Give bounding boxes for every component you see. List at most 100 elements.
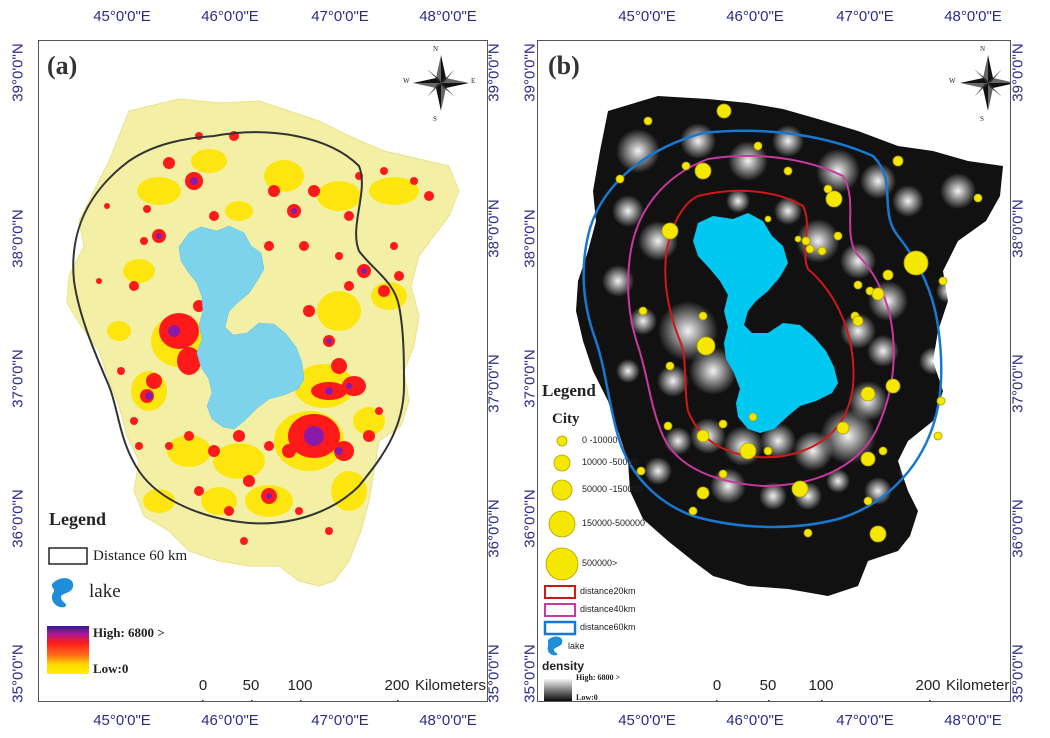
right-tick-a-1: 38°0'0"N xyxy=(485,199,503,258)
left-tick-a-4: 35°0'0"N xyxy=(9,644,27,703)
city-class-5-label: 500000> xyxy=(582,558,618,568)
density-ramp-a xyxy=(47,626,89,674)
density-ramp-b xyxy=(544,679,572,701)
distance60-swatch xyxy=(543,620,577,636)
map-panel-b: (b) N S E W Legend City 0 -10000 10000 -… xyxy=(521,0,1045,738)
top-tick-b-3: 48°0'0"E xyxy=(944,8,1002,25)
lake-swatch-icon xyxy=(51,578,74,608)
top-tick-a-3: 48°0'0"E xyxy=(419,8,477,25)
map-panel-a: (a) N S E W Legend Distance 60 km lake H… xyxy=(0,0,520,738)
city-class-3-symbol xyxy=(551,479,573,501)
bottom-tick-b-1: 46°0'0"E xyxy=(726,712,784,729)
lake-swatch-icon-b xyxy=(547,636,563,656)
compass-n-label: N xyxy=(433,45,439,53)
top-tick-b-1: 46°0'0"E xyxy=(726,8,784,25)
right-tick-a-0: 39°0'0"N xyxy=(485,43,503,102)
scale-tick-0: 0 xyxy=(198,677,208,694)
distance40-swatch xyxy=(544,603,576,617)
top-tick-a-0: 45°0'0"E xyxy=(93,8,151,25)
bottom-tick-a-3: 48°0'0"E xyxy=(419,712,477,729)
legend-low-label: Low:0 xyxy=(93,661,129,676)
scale-unit-b: Kilometers xyxy=(946,677,1011,694)
compass-e-label: E xyxy=(471,77,476,85)
legend-city-title: City xyxy=(552,411,580,427)
density-high-label: High: 6800 > xyxy=(576,673,621,682)
left-tick-a-3: 36°0'0"N xyxy=(9,489,27,548)
compass-s-label: S xyxy=(433,115,437,123)
city-class-2-symbol xyxy=(553,454,571,472)
compass-w-label-b: W xyxy=(949,77,956,85)
right-tick-b-1: 38°0'0"N xyxy=(1009,199,1027,258)
right-tick-a-4: 35°0'0"N xyxy=(485,644,503,703)
left-tick-a-2: 37°0'0"N xyxy=(9,349,27,408)
bottom-tick-b-0: 45°0'0"E xyxy=(618,712,676,729)
legend-title-b: Legend xyxy=(542,381,596,400)
scale-tick-200-b: 200 xyxy=(915,677,941,694)
scale-tick-100-b: 100 xyxy=(808,677,834,694)
city-class-1-symbol xyxy=(556,435,568,447)
panel-label-b: (b) xyxy=(548,51,580,80)
scale-tick-100: 100 xyxy=(287,677,313,694)
right-tick-a-3: 36°0'0"N xyxy=(485,499,503,558)
map-frame-a: (a) N S E W Legend Distance 60 km lake H… xyxy=(38,40,488,702)
bottom-tick-b-2: 47°0'0"E xyxy=(836,712,894,729)
density-low-label: Low:0 xyxy=(576,693,598,702)
city-class-1-label: 0 -10000 xyxy=(582,435,618,445)
left-tick-b-3: 36°0'0"N xyxy=(521,489,539,548)
scale-tick-50-b: 50 xyxy=(759,677,777,694)
legend-lake-label: lake xyxy=(89,581,121,602)
right-tick-b-2: 37°0'0"N xyxy=(1009,354,1027,413)
scale-tick-50: 50 xyxy=(242,677,260,694)
right-tick-a-2: 37°0'0"N xyxy=(485,354,503,413)
city-class-5-symbol xyxy=(545,547,579,581)
legend-distance-label: Distance 60 km xyxy=(93,548,188,564)
left-tick-a-0: 39°0'0"N xyxy=(9,43,27,102)
distance40-label: distance40km xyxy=(580,604,636,614)
lake-shape xyxy=(178,225,305,430)
top-tick-a-1: 46°0'0"E xyxy=(201,8,259,25)
city-class-4-label: 150000-500000 xyxy=(582,518,646,528)
density-map-b xyxy=(543,55,1010,701)
left-tick-b-0: 39°0'0"N xyxy=(521,43,539,102)
top-tick-a-2: 47°0'0"E xyxy=(311,8,369,25)
top-tick-b-0: 45°0'0"E xyxy=(618,8,676,25)
panel-label-a: (a) xyxy=(47,51,78,80)
lake-label-b: lake xyxy=(568,641,585,651)
scale-tick-0-b: 0 xyxy=(712,677,722,694)
city-class-2-label: 10000 -50000 xyxy=(582,457,638,467)
distance20-label: distance20km xyxy=(580,586,636,596)
left-tick-b-1: 38°0'0"N xyxy=(521,209,539,268)
bottom-tick-a-1: 46°0'0"E xyxy=(201,712,259,729)
right-tick-b-0: 39°0'0"N xyxy=(1009,43,1027,102)
distance-60km-ring-b xyxy=(582,129,943,529)
distance-swatch xyxy=(48,547,88,565)
scale-unit-a: Kilometers xyxy=(415,677,486,694)
bottom-tick-b-3: 48°0'0"E xyxy=(944,712,1002,729)
legend-high-label: High: 6800 > xyxy=(93,625,165,640)
scale-tick-200: 200 xyxy=(384,677,410,694)
distance-60km-ring xyxy=(72,131,406,525)
compass-w-label: W xyxy=(403,77,410,85)
distance60-label: distance60km xyxy=(580,622,636,632)
distance-20km-ring xyxy=(664,189,855,459)
top-tick-b-2: 47°0'0"E xyxy=(836,8,894,25)
right-tick-b-4: 35°0'0"N xyxy=(1009,644,1027,703)
map-frame-b: (b) N S E W Legend City 0 -10000 10000 -… xyxy=(537,40,1011,702)
legend-title-a: Legend xyxy=(49,509,107,529)
right-tick-b-3: 36°0'0"N xyxy=(1009,499,1027,558)
density-map-a xyxy=(47,55,469,701)
distance-40km-ring xyxy=(627,154,895,488)
bottom-tick-a-0: 45°0'0"E xyxy=(93,712,151,729)
distance20-swatch xyxy=(544,585,576,599)
compass-s-label-b: S xyxy=(980,115,984,123)
compass-n-label-b: N xyxy=(980,45,986,53)
density-title: density xyxy=(542,659,585,673)
compass-rose-icon-b xyxy=(960,55,1010,111)
bottom-tick-a-2: 47°0'0"E xyxy=(311,712,369,729)
left-tick-b-4: 35°0'0"N xyxy=(521,644,539,703)
lake-shape-b xyxy=(693,213,838,433)
left-tick-b-2: 37°0'0"N xyxy=(521,349,539,408)
compass-rose-icon xyxy=(413,55,469,111)
city-class-3-label: 50000 -150000 xyxy=(582,484,643,494)
left-tick-a-1: 38°0'0"N xyxy=(9,209,27,268)
